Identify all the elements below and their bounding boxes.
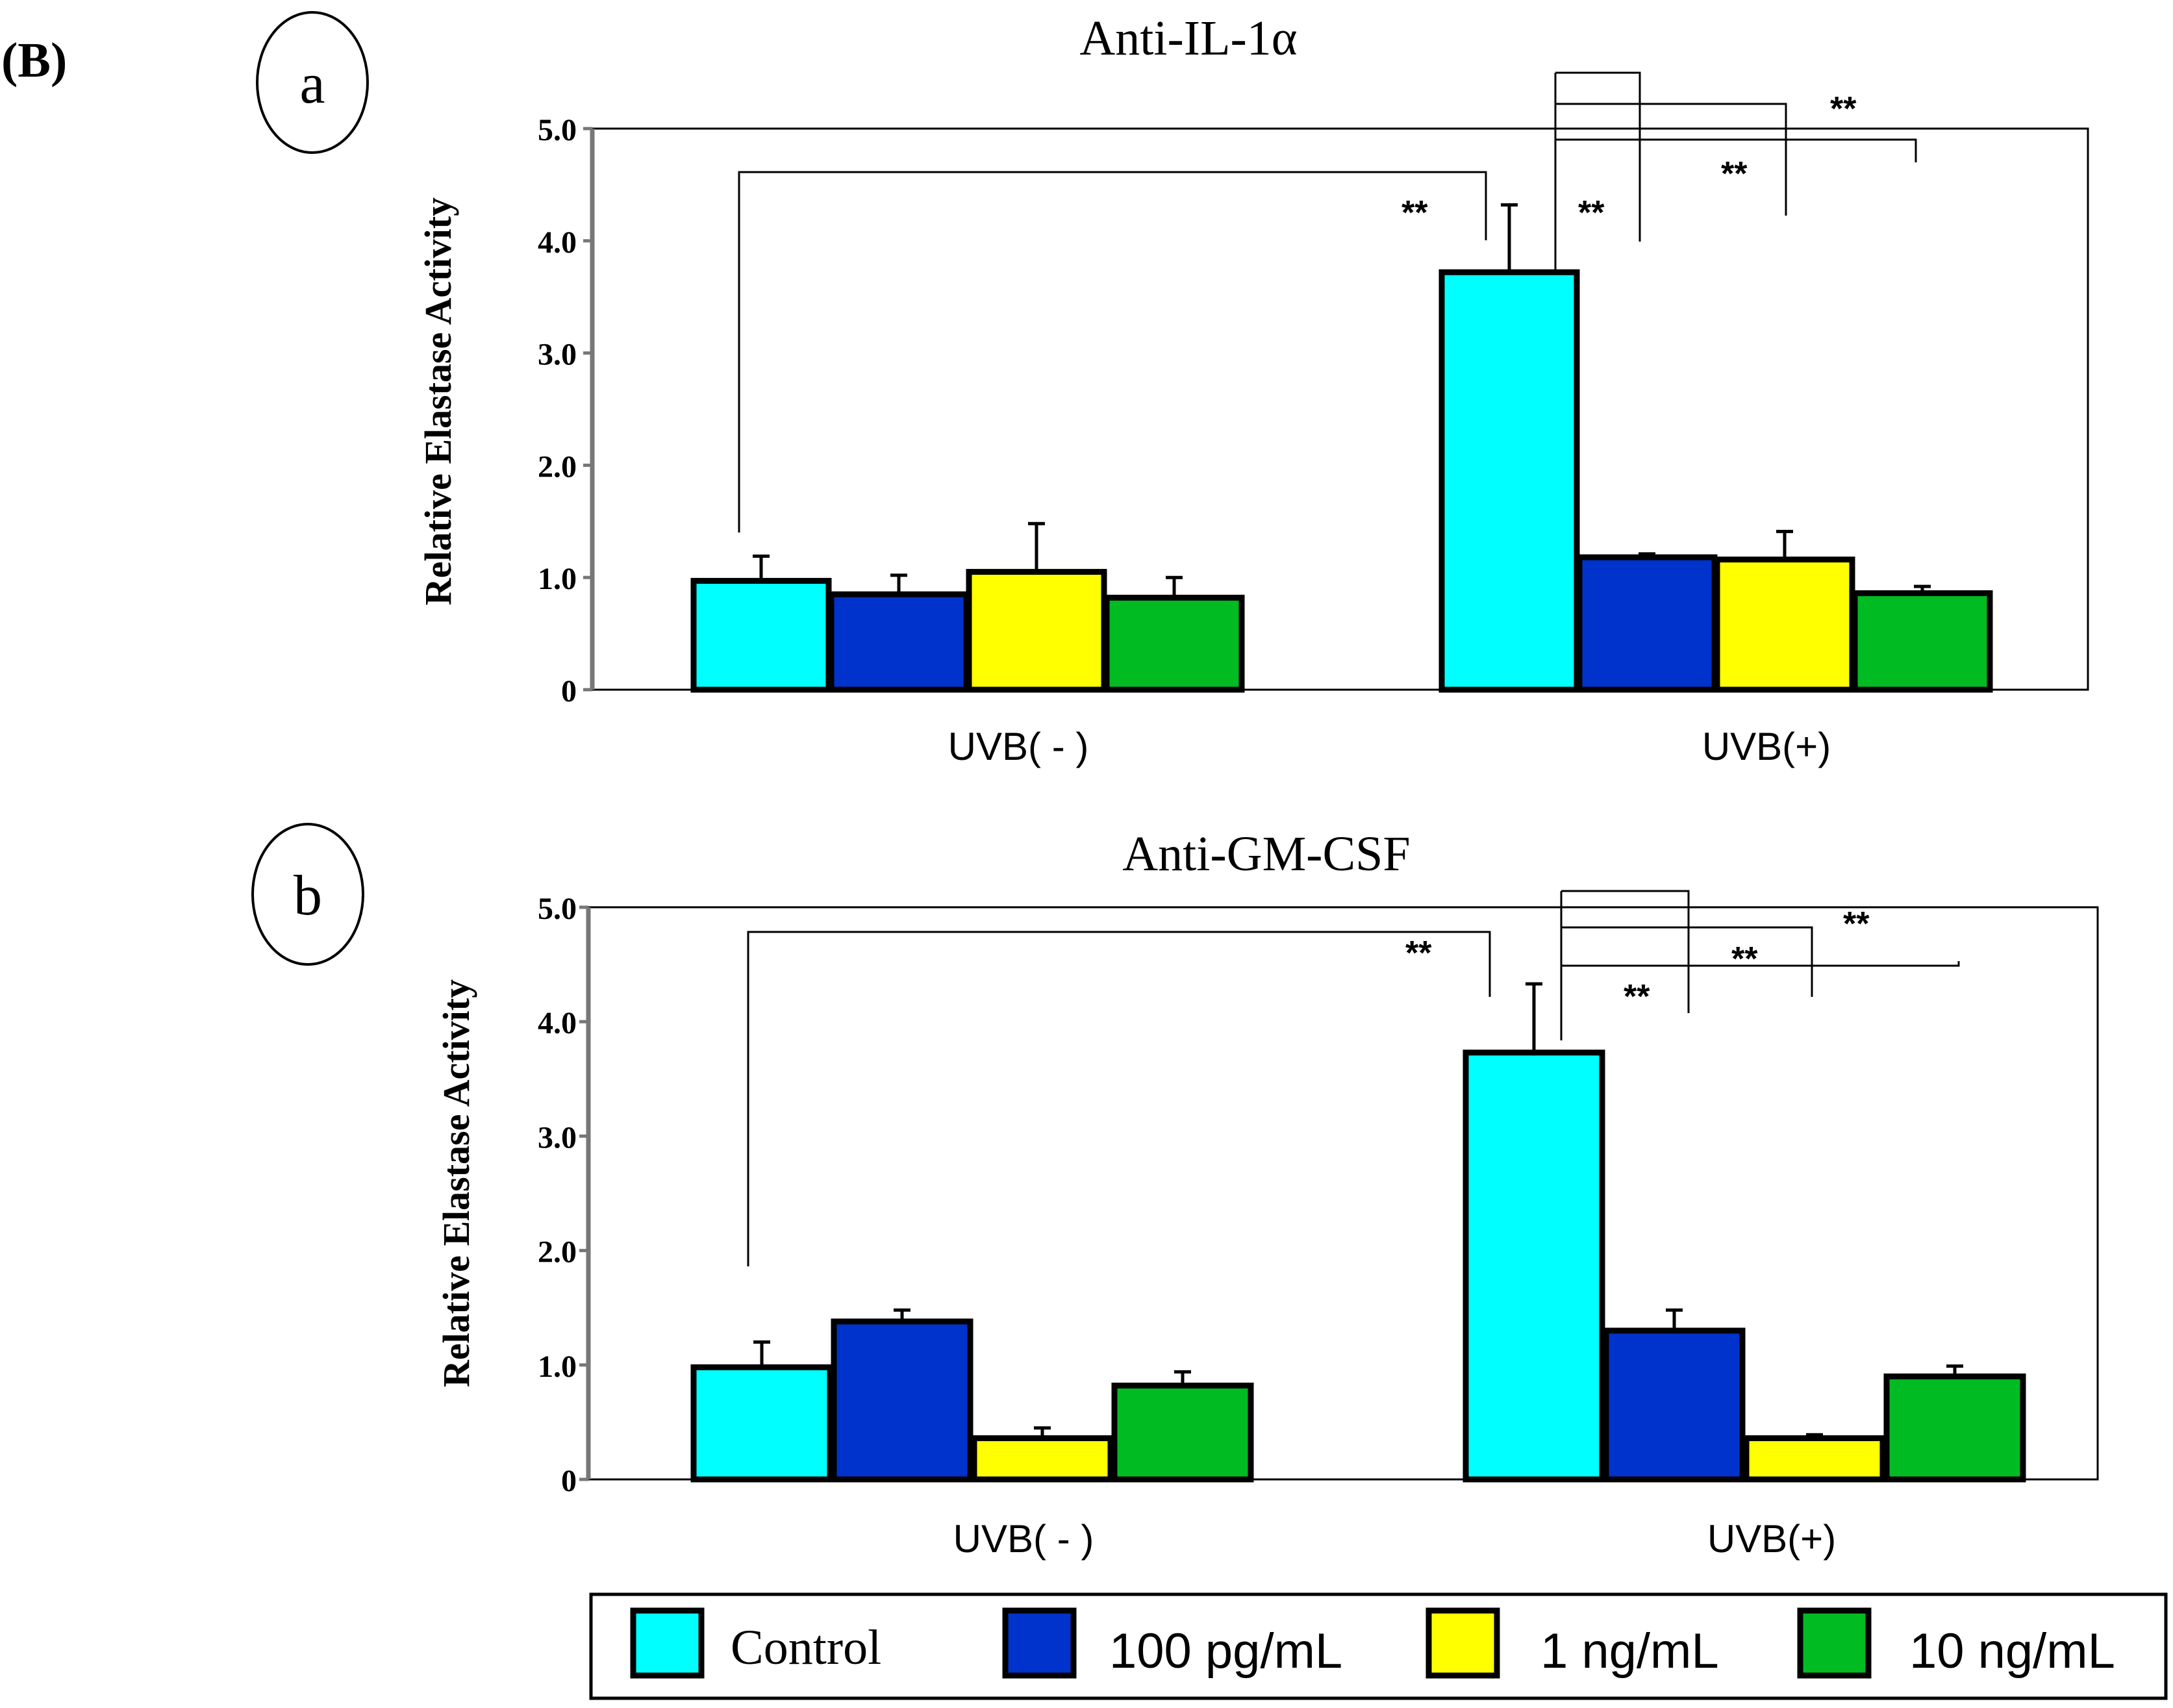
significance-bracket [1555,71,1641,242]
chart-panel-b: b Anti-GM-CSF Relative Elastase Activity… [251,823,2099,1561]
significance-label: ** [1624,978,1650,1016]
bar-ng1-1 [1743,1435,1886,1483]
panel-b-badge-label: b [294,864,322,927]
bar-pg100-0 [828,591,970,693]
panel-b-badge [251,823,364,966]
bar-pg100-1 [1576,554,1718,693]
bar-control-1 [1463,1049,1605,1483]
significance-label: ** [1843,905,1870,943]
chart-a-plot: 0 1.0 2.0 3.0 4.0 5.0 UVB( - ) UVB(+) ** ** ** ** [538,71,2089,768]
y-tick-label: 4.0 [538,225,577,260]
y-tick-label: 0 [561,1464,577,1498]
y-tick-label: 5.0 [538,113,577,147]
significance-label: ** [1578,194,1605,232]
bar-pg100-1 [1603,1327,1746,1483]
x-category-label: UVB(+) [1702,725,1831,768]
legend-frame [589,1592,2168,1700]
y-tick-label: 2.0 [538,1235,577,1270]
x-category-label: UVB(+) [1707,1517,1836,1561]
y-tick-label: 1.0 [538,1350,577,1384]
significance-label: ** [1401,194,1428,232]
x-category-label: UVB( - ) [948,725,1089,768]
y-tick-label: 3.0 [538,1120,577,1155]
chart-a-title: Anti-IL-1α [1079,11,1297,66]
legend-swatch-control [630,1607,705,1679]
chart-a-ylabel: Relative Elastase Activity [417,197,459,605]
legend-swatch-10ng [1797,1607,1872,1679]
bar-ng10-0 [1111,1383,1254,1483]
bar-control-0 [690,577,832,693]
significance-label: ** [1830,90,1857,128]
chart-b-title: Anti-GM-CSF [1122,827,1410,881]
significance-bracket [1555,138,1917,162]
significance-bracket [1561,890,1690,1013]
legend-label-10ng: 10 ng/mL [1909,1624,2115,1679]
panel-a-badge-label: a [299,53,325,116]
legend-label-control: Control [731,1620,881,1675]
y-tick-label: 1.0 [538,562,577,596]
significance-bracket [1561,926,1813,997]
significance-bracket [1561,961,1960,967]
x-category-label: UVB( - ) [953,1517,1094,1561]
bar-ng10-1 [1852,590,1993,693]
y-tick-label: 3.0 [538,338,577,372]
bar-control-1 [1438,269,1580,693]
y-tick-label: 2.0 [538,449,577,484]
y-tick-label: 4.0 [538,1006,577,1040]
legend: Control 100 pg/mL 1 ng/mL 10 ng/mL [589,1592,2168,1700]
panel-a-badge [256,11,369,154]
bar-ng10-0 [1103,594,1245,693]
chart-b-plot: 0 1.0 2.0 3.0 4.0 5.0 UVB( - ) UVB(+) ** ** ** ** [538,890,2099,1561]
significance-label: ** [1721,155,1748,193]
significance-label: ** [1405,935,1432,972]
y-tick-label: 0 [561,674,577,709]
bar-ng10-1 [1883,1373,2026,1483]
significance-bracket [747,931,1491,1266]
legend-label-1ng: 1 ng/mL [1540,1624,1719,1679]
legend-label-100pg: 100 pg/mL [1109,1624,1342,1679]
significance-bracket [738,171,1487,533]
chart-panel-a: a Anti-IL-1α Relative Elastase Activity … [256,11,2089,768]
significance-bracket [1555,103,1787,216]
significance-label: ** [1731,940,1758,978]
legend-swatch-1ng [1426,1607,1500,1679]
bar-pg100-0 [831,1318,973,1483]
bar-control-0 [690,1364,833,1483]
bar-ng1-0 [966,569,1107,693]
y-tick-label: 5.0 [538,892,577,926]
panel-label: (B) [1,33,67,88]
chart-b-ylabel: Relative Elastase Activity [435,979,477,1387]
bar-ng1-1 [1714,557,1855,693]
legend-swatch-100pg [1002,1607,1077,1679]
bar-ng1-0 [971,1435,1114,1483]
